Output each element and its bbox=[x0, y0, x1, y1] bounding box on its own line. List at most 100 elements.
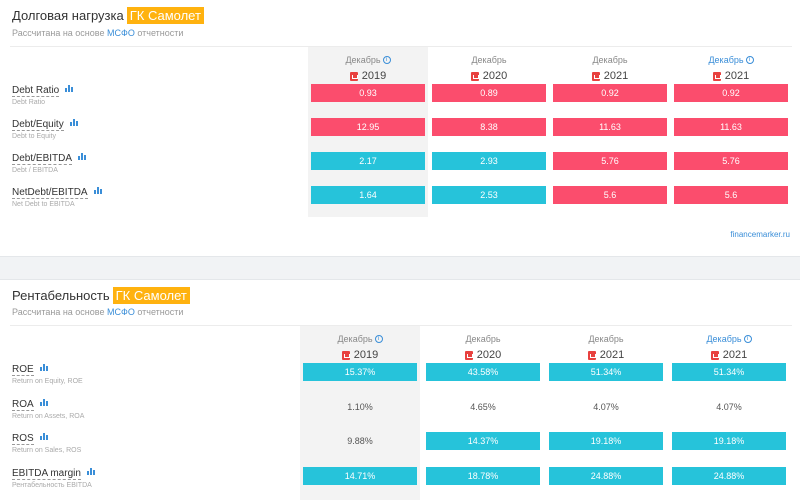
row-label: ROA Return on Assets, ROA bbox=[12, 394, 84, 420]
month-label: Декабрь bbox=[345, 55, 381, 65]
debt-panel: Долговая нагрузка ГК Самолет Рассчитана н… bbox=[10, 7, 792, 239]
value-cell: 51.34% bbox=[549, 363, 663, 381]
column-year: 2019 bbox=[313, 70, 423, 82]
row-label: EBITDA margin Рентабельность EBITDA bbox=[12, 463, 95, 489]
row-label: ROS Return on Sales, ROS bbox=[12, 428, 81, 454]
value-cell: 24.88% bbox=[672, 466, 786, 485]
value-cell: 14.37% bbox=[426, 432, 540, 450]
pdf-icon[interactable] bbox=[710, 350, 719, 360]
company-badge[interactable]: ГК Самолет bbox=[126, 7, 204, 24]
value-cell: 14.71% bbox=[303, 466, 417, 485]
subtitle-prefix: Рассчитана на основе bbox=[12, 28, 105, 38]
pdf-icon[interactable] bbox=[341, 350, 350, 360]
row-label: Debt/EBITDA Debt / EBITDA bbox=[12, 148, 87, 174]
column-year: 2020 bbox=[428, 349, 538, 361]
metric-description: Debt to Equity bbox=[12, 133, 56, 140]
value-cell: 2.93 bbox=[432, 152, 546, 170]
year-label: 2021 bbox=[603, 70, 629, 82]
metric-description: Net Debt to EBITDA bbox=[12, 201, 75, 208]
msfo-link[interactable]: МСФО bbox=[107, 28, 135, 38]
info-circle-icon[interactable]: i bbox=[382, 56, 391, 64]
value-cell: 5.6 bbox=[674, 186, 788, 204]
year-label: 2021 bbox=[599, 349, 625, 361]
value-cell: 19.18% bbox=[672, 432, 786, 450]
debt-title-text: Долговая нагрузка bbox=[12, 8, 124, 23]
value-cell: 15.37% bbox=[303, 363, 417, 381]
pdf-icon[interactable] bbox=[587, 350, 596, 360]
value-cell: 12.95 bbox=[311, 118, 425, 136]
info-circle-icon[interactable]: i bbox=[374, 335, 383, 343]
value-cell: 4.65% bbox=[470, 401, 496, 412]
row-label: Debt Ratio Debt Ratio bbox=[12, 80, 74, 106]
month-label: Декабрь bbox=[708, 55, 744, 65]
year-label: 2019 bbox=[353, 349, 379, 361]
profit-subtitle: Рассчитана на основе МСФО отчетности bbox=[12, 307, 183, 317]
bar-chart-icon[interactable] bbox=[39, 364, 48, 372]
pdf-icon[interactable] bbox=[712, 71, 721, 81]
metric-name[interactable]: NetDebt/EBITDA bbox=[12, 187, 88, 199]
divider-line bbox=[10, 325, 792, 326]
info-circle-icon[interactable]: i bbox=[745, 56, 754, 64]
bar-chart-icon[interactable] bbox=[65, 85, 74, 93]
divider-line bbox=[10, 46, 792, 47]
subtitle-suffix: отчетности bbox=[137, 307, 184, 317]
metric-name[interactable]: Debt/EBITDA bbox=[12, 153, 73, 165]
column-header: Декабрь i 2019 bbox=[305, 329, 415, 361]
column-header: Декабрь i 2019 bbox=[313, 50, 423, 82]
column-month: Декабрь i bbox=[337, 334, 383, 344]
column-month: Декабрь i bbox=[706, 334, 752, 344]
info-circle-icon[interactable]: i bbox=[743, 335, 752, 343]
msfo-link[interactable]: МСФО bbox=[107, 307, 135, 317]
column-header: Декабрь i 2021 bbox=[674, 329, 784, 361]
metric-name[interactable]: ROA bbox=[12, 398, 34, 411]
value-cell: 11.63 bbox=[553, 118, 667, 136]
metric-name[interactable]: ROS bbox=[12, 433, 34, 445]
bar-chart-icon[interactable] bbox=[93, 187, 102, 195]
value-cell: 24.88% bbox=[549, 466, 663, 485]
profit-panel: Рентабельность ГК Самолет Рассчитана на о… bbox=[0, 280, 800, 500]
month-label: Декабрь bbox=[465, 334, 501, 344]
value-cell: 5.76 bbox=[553, 152, 667, 170]
value-cell: 1.10% bbox=[347, 401, 373, 412]
debt-title: Долговая нагрузка ГК Самолет bbox=[12, 7, 204, 24]
source-link[interactable]: financemarker.ru bbox=[730, 230, 790, 239]
pdf-icon[interactable] bbox=[470, 71, 479, 81]
profit-title-text: Рентабельность bbox=[12, 288, 110, 303]
metric-name[interactable]: Debt/Equity bbox=[12, 119, 64, 131]
column-header: Декабрь 2020 bbox=[434, 50, 544, 82]
company-badge[interactable]: ГК Самолет bbox=[112, 287, 190, 304]
metric-name[interactable]: EBITDA margin bbox=[12, 467, 81, 480]
pdf-icon[interactable] bbox=[349, 71, 358, 81]
bar-chart-icon[interactable] bbox=[86, 467, 95, 475]
column-header: Декабрь i 2021 bbox=[676, 50, 786, 82]
value-cell: 51.34% bbox=[672, 363, 786, 381]
year-label: 2020 bbox=[482, 70, 508, 82]
column-year: 2021 bbox=[676, 70, 786, 82]
pdf-icon[interactable] bbox=[591, 71, 600, 81]
month-label: Декабрь bbox=[471, 55, 507, 65]
bar-chart-icon[interactable] bbox=[69, 119, 78, 127]
bar-chart-icon[interactable] bbox=[39, 433, 48, 441]
row-label: Debt/Equity Debt to Equity bbox=[12, 114, 78, 140]
bar-chart-icon[interactable] bbox=[78, 153, 87, 161]
year-label: 2019 bbox=[361, 70, 387, 82]
month-label: Декабрь bbox=[588, 334, 624, 344]
subtitle-suffix: отчетности bbox=[137, 28, 184, 38]
value-cell: 11.63 bbox=[674, 118, 788, 136]
value-cell: 0.92 bbox=[553, 84, 667, 102]
section-divider bbox=[0, 256, 800, 280]
debt-subtitle: Рассчитана на основе МСФО отчетности bbox=[12, 28, 183, 38]
metric-name[interactable]: Debt Ratio bbox=[12, 85, 60, 97]
column-month: Декабрь bbox=[588, 334, 623, 344]
value-cell: 18.78% bbox=[426, 466, 540, 485]
value-cell: 4.07% bbox=[593, 401, 619, 412]
metric-name[interactable]: ROE bbox=[12, 364, 34, 376]
metric-description: Return on Equity, ROE bbox=[12, 378, 83, 385]
column-year: 2019 bbox=[305, 349, 415, 361]
bar-chart-icon[interactable] bbox=[39, 398, 48, 406]
profit-title: Рентабельность ГК Самолет bbox=[12, 287, 190, 304]
pdf-icon[interactable] bbox=[464, 350, 473, 360]
metric-description: Debt / EBITDA bbox=[12, 167, 58, 174]
value-cell: 5.76 bbox=[674, 152, 788, 170]
value-cell: 0.92 bbox=[674, 84, 788, 102]
